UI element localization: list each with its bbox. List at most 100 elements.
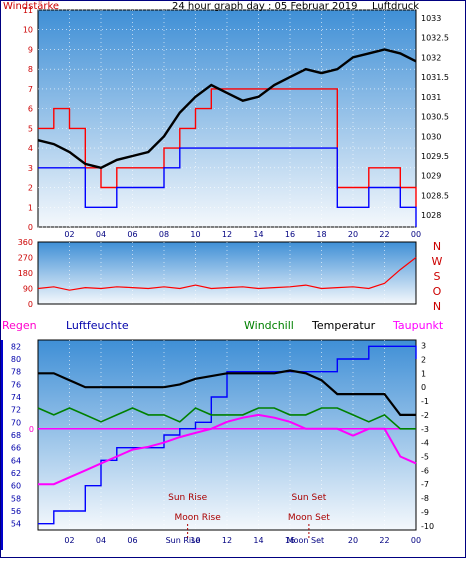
wind-speed-series	[38, 147, 417, 227]
moon-set-label: Moon Set	[288, 513, 331, 523]
time-tick-label: 20	[348, 536, 358, 545]
time-tick-label: 16	[285, 536, 295, 545]
humidity-tick-label: 56	[11, 507, 21, 516]
pressure-tick-label: 1031	[421, 93, 441, 102]
temperature-tick-label: 1	[421, 369, 426, 378]
pressure-tick-label: 1030.5	[421, 113, 449, 122]
direction-tick-label: 90	[23, 285, 33, 294]
wind-tick-label: 7	[28, 85, 33, 94]
humidity-tick-label: 58	[11, 494, 21, 503]
compass-label: O	[433, 285, 442, 298]
temperature-tick-label: -5	[421, 452, 429, 461]
pressure-tick-label: 1032.5	[421, 34, 449, 43]
humidity-tick-label: 54	[11, 520, 21, 529]
compass-label: N	[433, 240, 441, 253]
moon-rise-label: Moon Rise	[174, 513, 221, 523]
pressure-tick-label: 1028	[421, 211, 441, 220]
temperature-tick-label: 0	[421, 383, 426, 392]
time-tick-label: 22	[379, 536, 389, 545]
time-tick-label: 14	[253, 230, 263, 239]
humidity-tick-label: 76	[11, 380, 21, 389]
humidity-tick-label: 78	[11, 368, 21, 377]
temperature-tick-label: -10	[421, 522, 434, 531]
temperature-tick-label: -3	[421, 425, 429, 434]
temperature-series	[38, 369, 416, 416]
humidity-tick-label: 70	[11, 418, 21, 427]
compass-label: W	[432, 255, 443, 268]
time-tick-label: 04	[96, 230, 106, 239]
pressure-tick-label: 1033	[421, 14, 441, 23]
dewpoint-series	[38, 413, 417, 486]
time-tick-label: 22	[379, 230, 389, 239]
pressure-axis-title: Luftdruck	[372, 1, 419, 12]
wind-tick-label: 9	[28, 45, 33, 54]
pressure-tick-label: 1032	[421, 53, 441, 62]
wind-tick-label: 6	[28, 105, 33, 114]
dewpoint-title: Taupunkt	[392, 319, 444, 332]
time-tick-label: 10	[190, 536, 200, 545]
time-tick-label: 00	[411, 230, 421, 239]
wind-direction-series	[37, 257, 417, 291]
time-tick-label: 12	[222, 536, 232, 545]
sun-set-label: Sun Set	[292, 493, 327, 503]
wind-tick-label: 5	[28, 124, 33, 133]
wind-tick-label: 2	[28, 184, 33, 193]
sun-rise-time-label: Sun Rise	[166, 536, 201, 545]
time-tick-label: 14	[253, 536, 263, 545]
wind-tick-label: 4	[28, 144, 33, 153]
time-tick-label: 02	[64, 536, 74, 545]
time-tick-label: 08	[159, 230, 169, 239]
page-title: 24 hour graph day : 05 Februar 2019	[172, 1, 357, 12]
wind-tick-label: 3	[28, 164, 33, 173]
pressure-series	[37, 48, 417, 170]
humidity-tick-label: 82	[11, 342, 21, 351]
wind-tick-label: 8	[28, 65, 33, 74]
direction-tick-label: 270	[18, 254, 33, 263]
windchill-series	[37, 407, 416, 430]
direction-tick-label: 0	[28, 300, 33, 309]
time-tick-label: 06	[127, 230, 137, 239]
humidity-tick-label: 64	[11, 456, 21, 465]
direction-tick-label: 180	[18, 269, 33, 278]
pressure-tick-label: 1029.5	[421, 152, 449, 161]
sun-rise-label: Sun Rise	[168, 493, 207, 503]
time-tick-label: 02	[64, 230, 74, 239]
time-tick-label: 10	[190, 230, 200, 239]
pressure-tick-label: 1029	[421, 172, 441, 181]
humidity-series	[38, 345, 417, 525]
humidity-tick-label: 60	[11, 482, 21, 491]
wind-tick-label: 0	[28, 223, 33, 232]
temperature-tick-label: -6	[421, 466, 429, 475]
time-tick-label: 20	[348, 230, 358, 239]
compass-label: S	[434, 270, 441, 283]
pressure-tick-label: 1028.5	[421, 191, 449, 200]
temperature-tick-label: -9	[421, 508, 429, 517]
wind-axis-title: Windstärke	[3, 1, 59, 12]
time-tick-label: 00	[411, 536, 421, 545]
pressure-tick-label: 1031.5	[421, 73, 449, 82]
humidity-tick-label: 66	[11, 444, 21, 453]
wind-tick-label: 10	[23, 26, 33, 35]
regen-title: Regen	[2, 319, 37, 332]
pressure-tick-label: 1030	[421, 132, 441, 141]
time-tick-label: 04	[96, 536, 106, 545]
time-tick-label: 18	[316, 230, 326, 239]
wind-gust-series	[38, 88, 417, 208]
humidity-tick-label: 72	[11, 406, 21, 415]
time-tick-label: 16	[285, 230, 295, 239]
windchill-title: Windchill	[244, 319, 294, 332]
time-tick-label: 12	[222, 230, 232, 239]
humidity-tick-label: 80	[11, 355, 21, 364]
compass-label: N	[433, 300, 441, 313]
time-tick-label: 06	[127, 536, 137, 545]
temperature-tick-label: -4	[421, 439, 429, 448]
temperature-tick-label: -7	[421, 480, 429, 489]
wind-tick-label: 1	[28, 203, 33, 212]
temperature-tick-label: -1	[421, 397, 429, 406]
wind-tick-label: 11	[23, 6, 33, 15]
regen-tick-label: 0	[29, 425, 34, 434]
temperature-tick-label: 3	[421, 342, 426, 351]
temperature-title: Temperatur	[311, 319, 376, 332]
